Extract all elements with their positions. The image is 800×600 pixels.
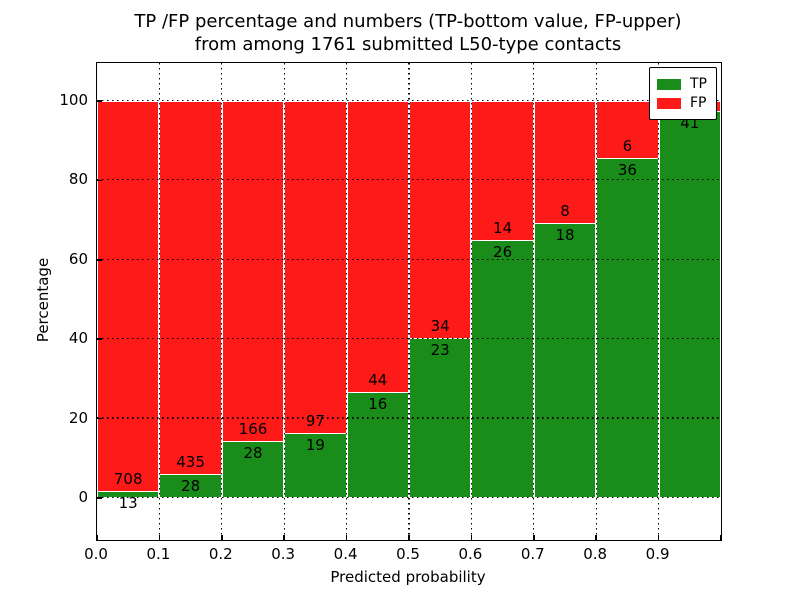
legend: TP FP: [649, 67, 717, 120]
x-tick-mark: [345, 535, 348, 540]
y-tick-mark: [97, 179, 102, 182]
x-tick-mark: [96, 535, 98, 540]
plot-area: TP FP 708 13 435 28 166 28 97 19 44 16 34 23 14 26 8 18 6…: [96, 62, 722, 541]
fp-bar-segment: [409, 101, 472, 338]
x-tick-mark: [533, 535, 535, 540]
y-tick-label: 80: [68, 170, 88, 189]
x-tick-label: 0.9: [645, 545, 670, 563]
x-tick-mark: [470, 535, 473, 540]
tp-count-label: 28: [243, 443, 263, 462]
x-tick-label: 0.5: [396, 545, 420, 563]
fp-bar-segment: [346, 101, 409, 393]
y-tick-label: 0: [78, 488, 88, 506]
tp-bar-segment: [409, 337, 472, 498]
fp-count-label: 708: [113, 469, 143, 488]
tp-count-label: 26: [493, 242, 513, 261]
tp-count-label: 36: [617, 160, 637, 179]
x-tick-label: 0.3: [271, 545, 296, 563]
tp-count-label: 28: [181, 477, 201, 496]
tp-count-label: 19: [305, 435, 325, 454]
fp-bar-segment: [533, 101, 597, 224]
fp-count-label: 14: [493, 218, 513, 237]
fp-count-label: 44: [368, 371, 388, 390]
y-tick-mark: [97, 259, 102, 261]
x-tick-label: 0.6: [458, 545, 483, 563]
x-tick-label: 0.0: [84, 545, 108, 563]
tp-bar-segment: [596, 157, 659, 498]
y-tick-label: 60: [68, 249, 88, 268]
fp-count-label: 34: [430, 316, 450, 335]
fp-count-label: 6: [622, 136, 633, 155]
y-tick-mark: [97, 100, 102, 102]
fp-bar-segment: [97, 101, 160, 491]
fp-count-label: 97: [305, 411, 325, 430]
x-tick-label: 0.7: [520, 545, 545, 563]
y-tick-mark: [97, 417, 102, 420]
chart-title-line2: from among 1761 submitted L50-type conta…: [194, 34, 622, 55]
tp-bar-segment: [471, 239, 534, 498]
fp-count-label: 435: [176, 453, 205, 472]
tp-count-label: 16: [368, 395, 388, 414]
fp-bar-segment: [159, 101, 222, 475]
x-tick-label: 0.4: [333, 545, 358, 563]
fp-swatch: [657, 97, 681, 109]
fp-count-label: 166: [238, 419, 268, 438]
fp-bar-segment: [221, 101, 285, 441]
x-tick-mark: [283, 535, 285, 540]
x-tick-mark: [657, 535, 660, 540]
fp-bar-segment: [284, 101, 347, 433]
tp-bar-segment: [533, 223, 597, 498]
x-tick-label: 0.2: [208, 545, 233, 563]
legend-item: TP: [657, 76, 707, 92]
x-tick-label: 0.8: [583, 545, 608, 563]
tp-count-label: 18: [555, 226, 575, 245]
x-axis-label: Predicted probability: [330, 568, 486, 586]
x-tick-mark: [408, 535, 410, 540]
legend-item: FP: [657, 95, 707, 111]
y-tick-label: 40: [68, 329, 88, 348]
legend-item-label: TP: [690, 76, 707, 92]
tp-bar-segment: [658, 110, 721, 498]
y-tick-mark: [97, 497, 102, 499]
x-tick-mark: [720, 535, 722, 540]
chart-title-line1: TP /FP percentage and numbers (TP-bottom…: [134, 11, 682, 32]
x-tick-mark: [158, 535, 161, 540]
legend-item-label: FP: [690, 95, 707, 111]
y-tick-label: 20: [68, 408, 88, 427]
tp-swatch: [657, 78, 681, 90]
chart-title: TP /FP percentage and numbers (TP-bottom…: [96, 10, 720, 56]
fp-count-label: 8: [560, 202, 570, 221]
tp-count-label: 13: [118, 493, 138, 512]
x-tick-mark: [221, 535, 223, 540]
x-tick-mark: [595, 535, 597, 540]
y-tick-mark: [97, 338, 102, 340]
y-tick-label: 100: [59, 91, 88, 109]
x-tick-label: 0.1: [146, 545, 171, 563]
tp-count-label: 23: [430, 340, 450, 359]
